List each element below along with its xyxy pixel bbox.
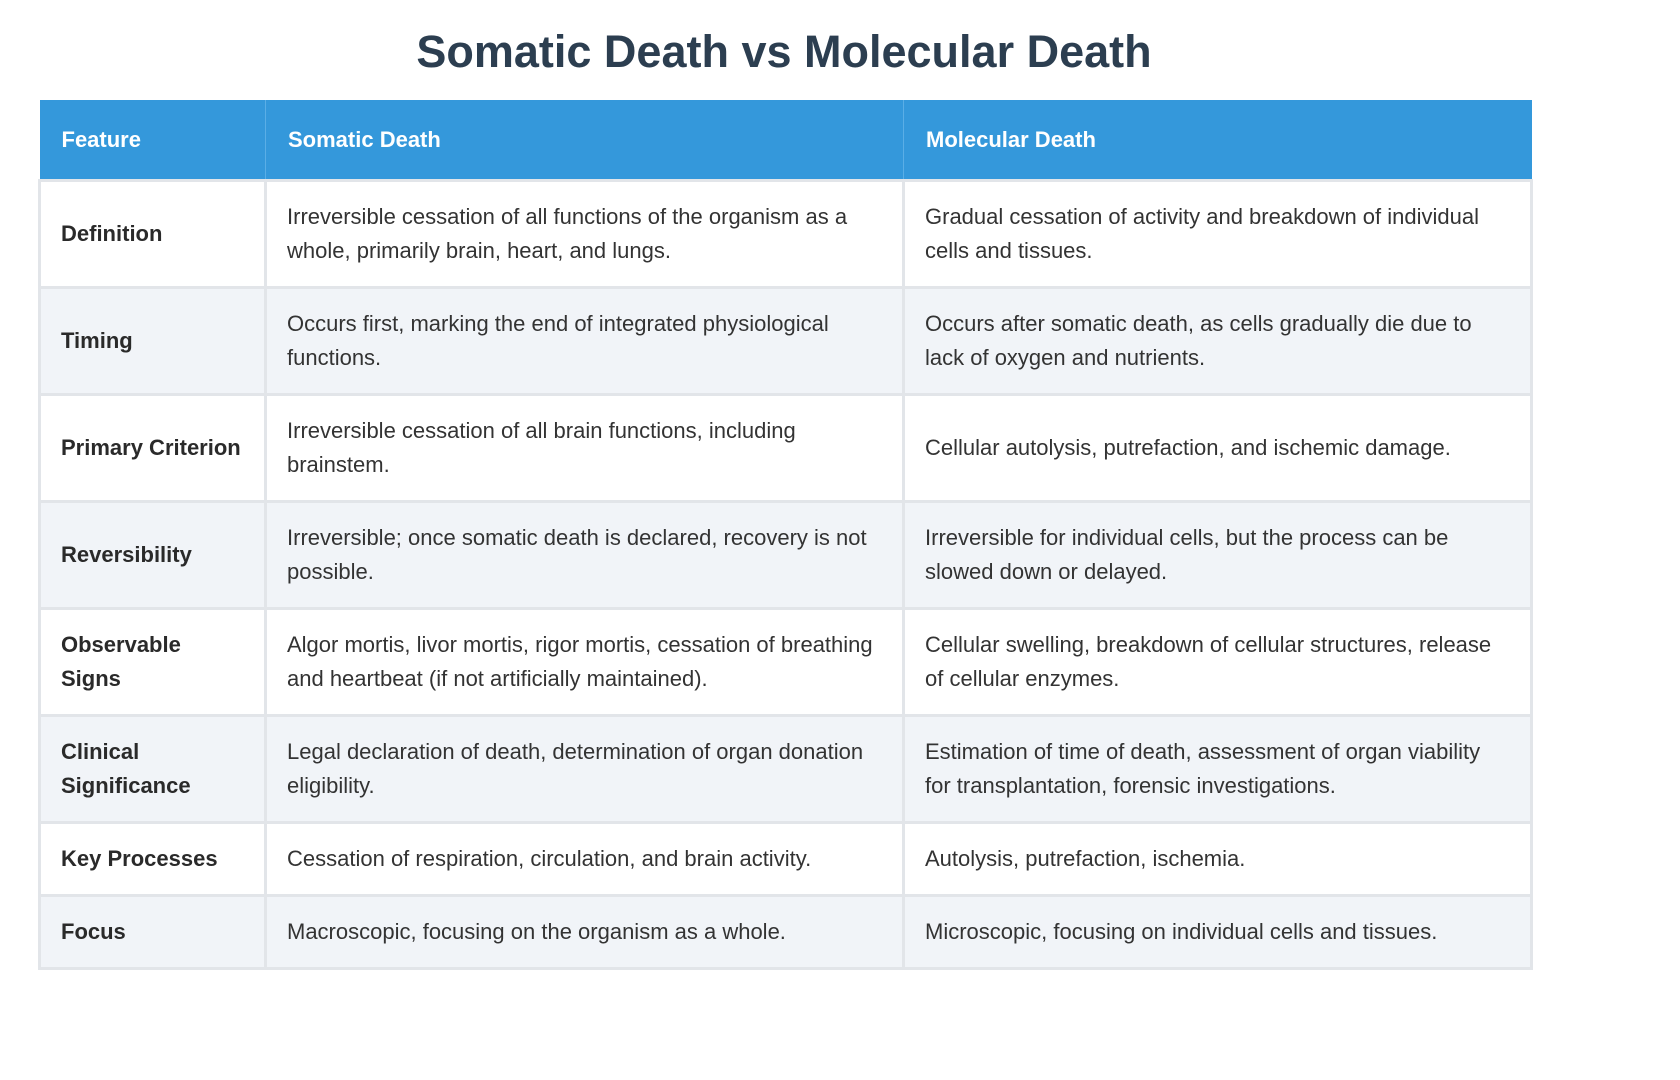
header-somatic-death: Somatic Death <box>265 100 904 181</box>
molecular-cell: Cellular swelling, breakdown of cellular… <box>902 607 1533 717</box>
table-row: Clinical Significance Legal declaration o… <box>38 714 1533 824</box>
table-row: Timing Occurs first, marking the end of i… <box>38 286 1533 396</box>
page-title: Somatic Death vs Molecular Death <box>416 26 1152 77</box>
feature-cell: Focus <box>38 894 267 970</box>
molecular-cell: Gradual cessation of activity and breakd… <box>902 179 1533 289</box>
table-row: Definition Irreversible cessation of all … <box>38 179 1533 289</box>
molecular-cell: Cellular autolysis, putrefaction, and is… <box>902 393 1533 503</box>
molecular-cell: Irreversible for individual cells, but t… <box>902 500 1533 610</box>
comparison-table: Feature Somatic Death Molecular Death De… <box>38 100 1533 970</box>
table-row: Primary Criterion Irreversible cessation … <box>38 393 1533 503</box>
feature-cell: Reversibility <box>38 500 267 610</box>
somatic-cell: Cessation of respiration, circulation, a… <box>264 821 905 897</box>
feature-cell: Primary Criterion <box>38 393 267 503</box>
somatic-cell: Algor mortis, livor mortis, rigor mortis… <box>264 607 905 717</box>
molecular-cell: Estimation of time of death, assessment … <box>902 714 1533 824</box>
somatic-cell: Irreversible; once somatic death is decl… <box>264 500 905 610</box>
feature-cell: Clinical Significance <box>38 714 267 824</box>
molecular-cell: Microscopic, focusing on individual cell… <box>902 894 1533 970</box>
table-row: Key Processes Cessation of respiration, c… <box>38 821 1533 897</box>
molecular-cell: Autolysis, putrefaction, ischemia. <box>902 821 1533 897</box>
feature-cell: Key Processes <box>38 821 267 897</box>
table-row: Focus Macroscopic, focusing on the organi… <box>38 894 1533 970</box>
header-row: Feature Somatic Death Molecular Death <box>39 100 1532 181</box>
header-feature: Feature <box>39 100 266 181</box>
header-molecular-death: Molecular Death <box>903 100 1532 181</box>
somatic-cell: Irreversible cessation of all functions … <box>264 179 905 289</box>
somatic-cell: Irreversible cessation of all brain func… <box>264 393 905 503</box>
somatic-cell: Macroscopic, focusing on the organism as… <box>264 894 905 970</box>
table-row: Observable Signs Algor mortis, livor mort… <box>38 607 1533 717</box>
table-row: Reversibility Irreversible; once somatic … <box>38 500 1533 610</box>
feature-cell: Definition <box>38 179 267 289</box>
molecular-cell: Occurs after somatic death, as cells gra… <box>902 286 1533 396</box>
feature-cell: Observable Signs <box>38 607 267 717</box>
somatic-cell: Occurs first, marking the end of integra… <box>264 286 905 396</box>
somatic-cell: Legal declaration of death, determinatio… <box>264 714 905 824</box>
feature-cell: Timing <box>38 286 267 396</box>
